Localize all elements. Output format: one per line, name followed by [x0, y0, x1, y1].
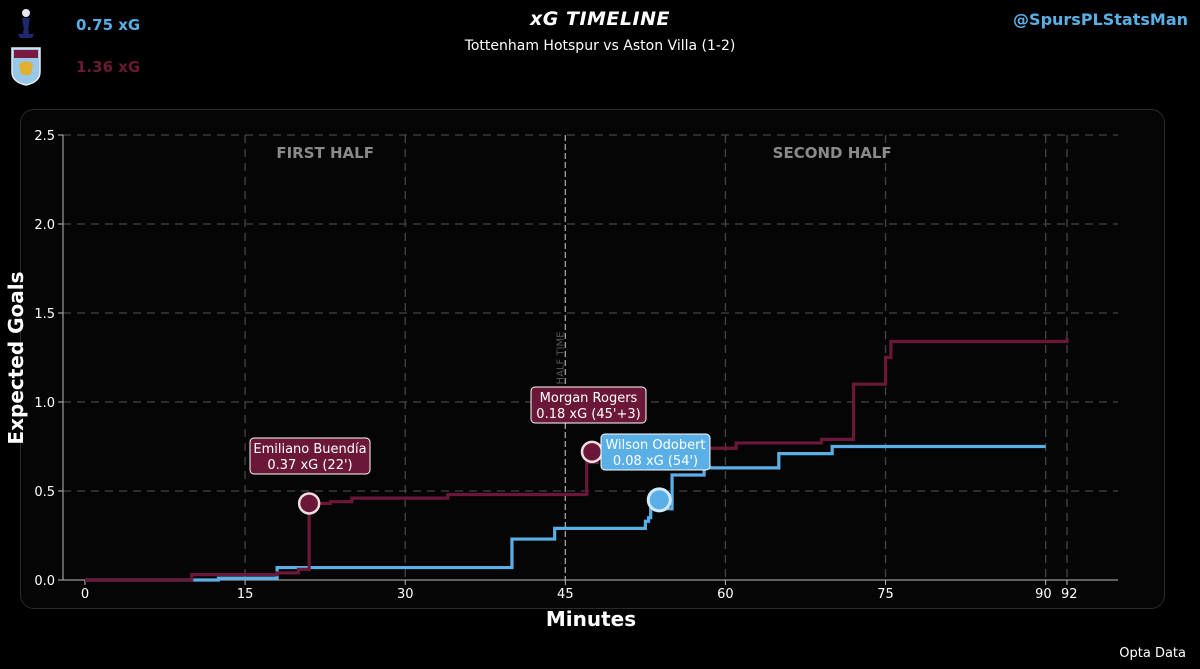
chart-title: xG TIMELINE	[530, 8, 670, 30]
chart-panel	[20, 109, 1165, 609]
home-xg-total: 0.75 xG	[76, 16, 141, 34]
x-axis-label: Minutes	[546, 607, 636, 631]
x-tick-label-4: 60	[717, 587, 734, 602]
data-source: Opta Data	[1119, 646, 1186, 661]
y-tick-label-1: 0.5	[34, 485, 55, 500]
y-tick-label-0: 0.0	[34, 574, 55, 589]
tottenham-crest-icon	[12, 4, 40, 40]
y-tick-label-4: 2.0	[34, 218, 55, 233]
goal-marker-0	[297, 492, 321, 515]
x-tick-label-6: 90	[1035, 587, 1052, 602]
goal-detail-1: 0.18 xG (45'+3)	[536, 407, 640, 422]
y-tick-label-2: 1.0	[34, 396, 55, 411]
aston-villa-crest-icon	[10, 46, 42, 86]
chart-subtitle: Tottenham Hotspur vs Aston Villa (1-2)	[464, 38, 736, 54]
x-tick-label-7: 92	[1061, 587, 1078, 602]
x-tick-label-3: 45	[557, 587, 574, 602]
x-tick-label-2: 30	[397, 587, 414, 602]
first-half-label: FIRST HALF	[276, 144, 374, 162]
goal-player-0: Emiliano Buendía	[253, 442, 366, 457]
author-handle: @SpursPLStatsMan	[1013, 10, 1188, 29]
goal-marker-2	[646, 487, 672, 513]
y-tick-label-5: 2.5	[34, 129, 55, 144]
goal-player-2: Wilson Odobert	[605, 438, 705, 453]
tottenham-xg-line	[85, 444, 1046, 582]
goal-marker-1	[580, 440, 604, 464]
goal-detail-0: 0.37 xG (22')	[267, 458, 352, 473]
goal-detail-2: 0.08 xG (54')	[613, 454, 698, 469]
halftime-label: HALF TIME	[555, 332, 566, 385]
x-tick-label-0: 0	[81, 587, 89, 602]
goal-label-box-0	[249, 437, 371, 475]
y-tick-label-3: 1.5	[34, 307, 55, 322]
aston-villa-xg-line	[85, 337, 1069, 582]
goal-label-box-2	[600, 433, 711, 471]
x-tick-label-5: 75	[877, 587, 894, 602]
y-axis-label: Expected Goals	[4, 271, 28, 444]
goal-label-box-1	[530, 386, 647, 424]
second-half-label: SECOND HALF	[773, 144, 892, 162]
away-xg-total: 1.36 xG	[76, 58, 141, 76]
x-tick-label-1: 15	[237, 587, 254, 602]
goal-player-1: Morgan Rogers	[540, 391, 638, 406]
